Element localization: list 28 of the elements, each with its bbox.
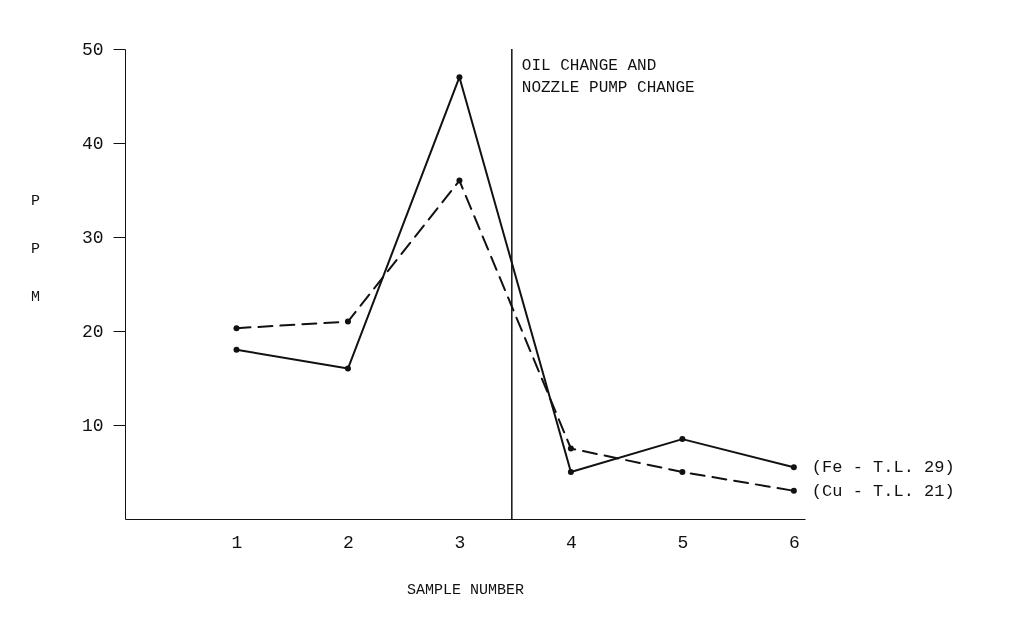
point [456,177,463,184]
x-tick-label: 5 [677,532,689,553]
point [344,365,351,372]
x-tick-label: 4 [566,532,577,553]
point [233,325,240,332]
series-label: (Fe - T.L. 29) [811,458,955,478]
x-axis-title: SAMPLE NUMBER [406,581,525,599]
x-tick-label: 6 [788,532,800,553]
y-tick-label: 30 [81,227,104,248]
point [679,436,686,443]
x-tick-label: 1 [231,532,243,553]
x-tick-label: 2 [343,532,354,553]
point [567,445,574,452]
point [567,469,574,475]
point [456,74,463,81]
y-tick-label: 40 [81,133,104,154]
point [344,318,351,325]
y-tick-label: 20 [81,321,104,342]
point [790,487,797,494]
point [679,469,686,475]
text: PPM [30,192,41,306]
y-tick-label: 10 [81,415,104,436]
y-tick-label: 50 [81,39,104,60]
point [233,346,240,353]
x-tick-label: 3 [454,532,466,553]
ref-line-label: OIL CHANGE AND NOZZLE PUMP CHANGE [521,57,695,97]
series-label: (Cu - T.L. 21) [811,481,955,501]
point [790,464,797,471]
